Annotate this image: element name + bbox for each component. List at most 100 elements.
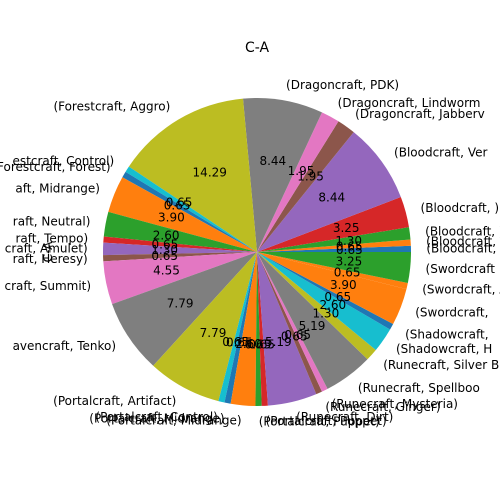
pie-slice [224, 252, 257, 404]
pie-slice [108, 177, 258, 252]
slice-category-label: (Swordcraft, A [422, 282, 500, 296]
slice-value-label: 0.65 [245, 337, 272, 351]
slice-value-label: 0.65 [281, 330, 308, 344]
slice-value-label: 3.90 [158, 210, 185, 224]
pie-slice [257, 239, 411, 252]
pie-slice [103, 242, 257, 256]
slice-value-label: 1.30 [151, 243, 178, 257]
slice-category-label: raft, Neutral) [13, 214, 91, 228]
y-axis-label: C-A [41, 241, 55, 262]
slice-category-label: aft, Midrange) [15, 181, 100, 195]
slice-category-label: (Forestcraft, Aggro) [53, 99, 170, 113]
slice-value-label: 0.65 [336, 243, 363, 257]
pie-slice [103, 252, 257, 305]
slice-value-label: 1.30 [335, 234, 362, 248]
pie-slice [257, 252, 317, 406]
pie-slice [257, 252, 328, 392]
slice-value-label: 2.60 [153, 228, 180, 242]
slice-category-label: estcraft, Control) [13, 154, 115, 168]
slice-category-label: (Runecraft, Silver Blade [383, 358, 500, 372]
slice-category-label: (Shadowcraft, H [396, 342, 492, 356]
slice-value-label: 0.65 [284, 328, 311, 342]
slice-category-label: raft, Tempo) [16, 231, 89, 245]
slice-value-label: 0.65 [336, 239, 363, 253]
pie-slice [103, 236, 258, 252]
slice-value-label: 14.29 [193, 166, 227, 180]
pie-value-labels: 0.650.651.303.258.441.951.958.4414.290.6… [151, 154, 362, 351]
slice-value-label: 1.95 [297, 170, 324, 184]
pie-slice [257, 112, 339, 252]
slice-value-label: 8.44 [318, 191, 345, 205]
slice-category-label: (Swordcraft [426, 262, 496, 276]
slice-category-label: (Bloodcraft, ) [425, 224, 500, 238]
slice-value-label: 4.55 [153, 264, 180, 278]
pie-slice [257, 252, 322, 395]
pie-slice [153, 252, 257, 402]
slice-value-label: 0.65 [166, 195, 193, 209]
pie-slice [257, 252, 411, 284]
slice-category-label: (Runecraft, Ginger) [325, 400, 440, 414]
pie-slice [242, 98, 322, 253]
slice-category-label: craft, Summit) [5, 279, 92, 293]
slice-value-label: 2.60 [319, 298, 346, 312]
pie-slice [257, 252, 376, 360]
slice-value-label: 0.65 [151, 249, 178, 263]
slice-category-label: raft, Heresy) [13, 252, 88, 266]
pie-slice [257, 252, 408, 290]
slice-category-label: (Portalcraft, Puppet) [259, 414, 380, 428]
slice-value-label: 0.65 [334, 265, 361, 279]
slice-value-label: 0.65 [164, 199, 191, 213]
slice-value-label: 2.60 [235, 337, 262, 351]
pie-category-labels: (Bloodcraft, )(Bloodcraft, )(Bloodcraft,… [0, 78, 500, 428]
slice-value-label: 1.95 [288, 164, 315, 178]
pie-slice [255, 252, 262, 407]
slice-value-label: 5.19 [299, 319, 326, 333]
slice-category-label: craft, Amulet) [5, 242, 88, 256]
slice-category-label: (Portalcraft, Puppet) [266, 414, 387, 428]
slice-category-label: (Forestcraft, Forest) [0, 160, 111, 174]
pie-slice [257, 121, 354, 253]
slice-category-label: avencraft, Tenko) [13, 339, 117, 353]
pie-slice [218, 252, 257, 403]
slice-category-label: (Portalcraft, Midrange) [89, 411, 224, 425]
slice-category-label: (Dragoncraft, Lindworm [338, 96, 481, 110]
slice-value-label: 0.65 [152, 238, 179, 252]
slice-value-label: 3.25 [336, 254, 363, 268]
pie-slice [103, 211, 257, 252]
pie-slice [103, 252, 257, 262]
slice-value-label: 1.30 [312, 307, 339, 321]
pie-slice [257, 227, 411, 252]
pie-slice [257, 252, 268, 406]
slice-category-label: (Bloodcraft, Ver [394, 145, 487, 159]
slice-value-label: 3.25 [333, 221, 360, 235]
pie-slice [125, 166, 258, 252]
chart-title: C-A [245, 40, 270, 56]
pie-slice [257, 132, 401, 252]
pie-slice [257, 252, 391, 350]
pie-slice [257, 245, 411, 252]
pie-slice [257, 252, 407, 325]
pie-slice [257, 252, 394, 330]
slice-category-label: (Portalcraft, Midrange) [106, 414, 241, 428]
slice-value-label: 3.90 [330, 278, 357, 292]
pie-slices [103, 98, 411, 407]
pie-slice [257, 252, 368, 389]
slice-category-label: (Portalcraft, Artifact) [53, 394, 176, 408]
pie-slice [128, 98, 257, 252]
slice-category-label: (Swordcraft, [415, 305, 488, 319]
slice-category-label: (Runecraft, Spellboo [358, 381, 480, 395]
slice-category-label: (Portalcraft, Control) [95, 410, 217, 424]
pie-slice [257, 197, 409, 252]
slice-value-label: 0.65 [248, 337, 275, 351]
slice-value-label: 7.79 [200, 326, 227, 340]
slice-category-label: (Bloodcraft, ) [426, 235, 500, 249]
slice-category-label: (Dragoncraft, PDK) [286, 78, 399, 92]
slice-value-label: 0.65 [226, 336, 253, 350]
slice-value-label: 0.65 [222, 335, 249, 349]
slice-value-label: 5.19 [265, 335, 292, 349]
pie-slice [122, 171, 257, 252]
slice-category-label: (Runecraft, Mysteria) [332, 397, 458, 411]
slice-value-label: 0.65 [324, 290, 351, 304]
slice-category-label: (Bloodcraft, ) [421, 201, 499, 215]
